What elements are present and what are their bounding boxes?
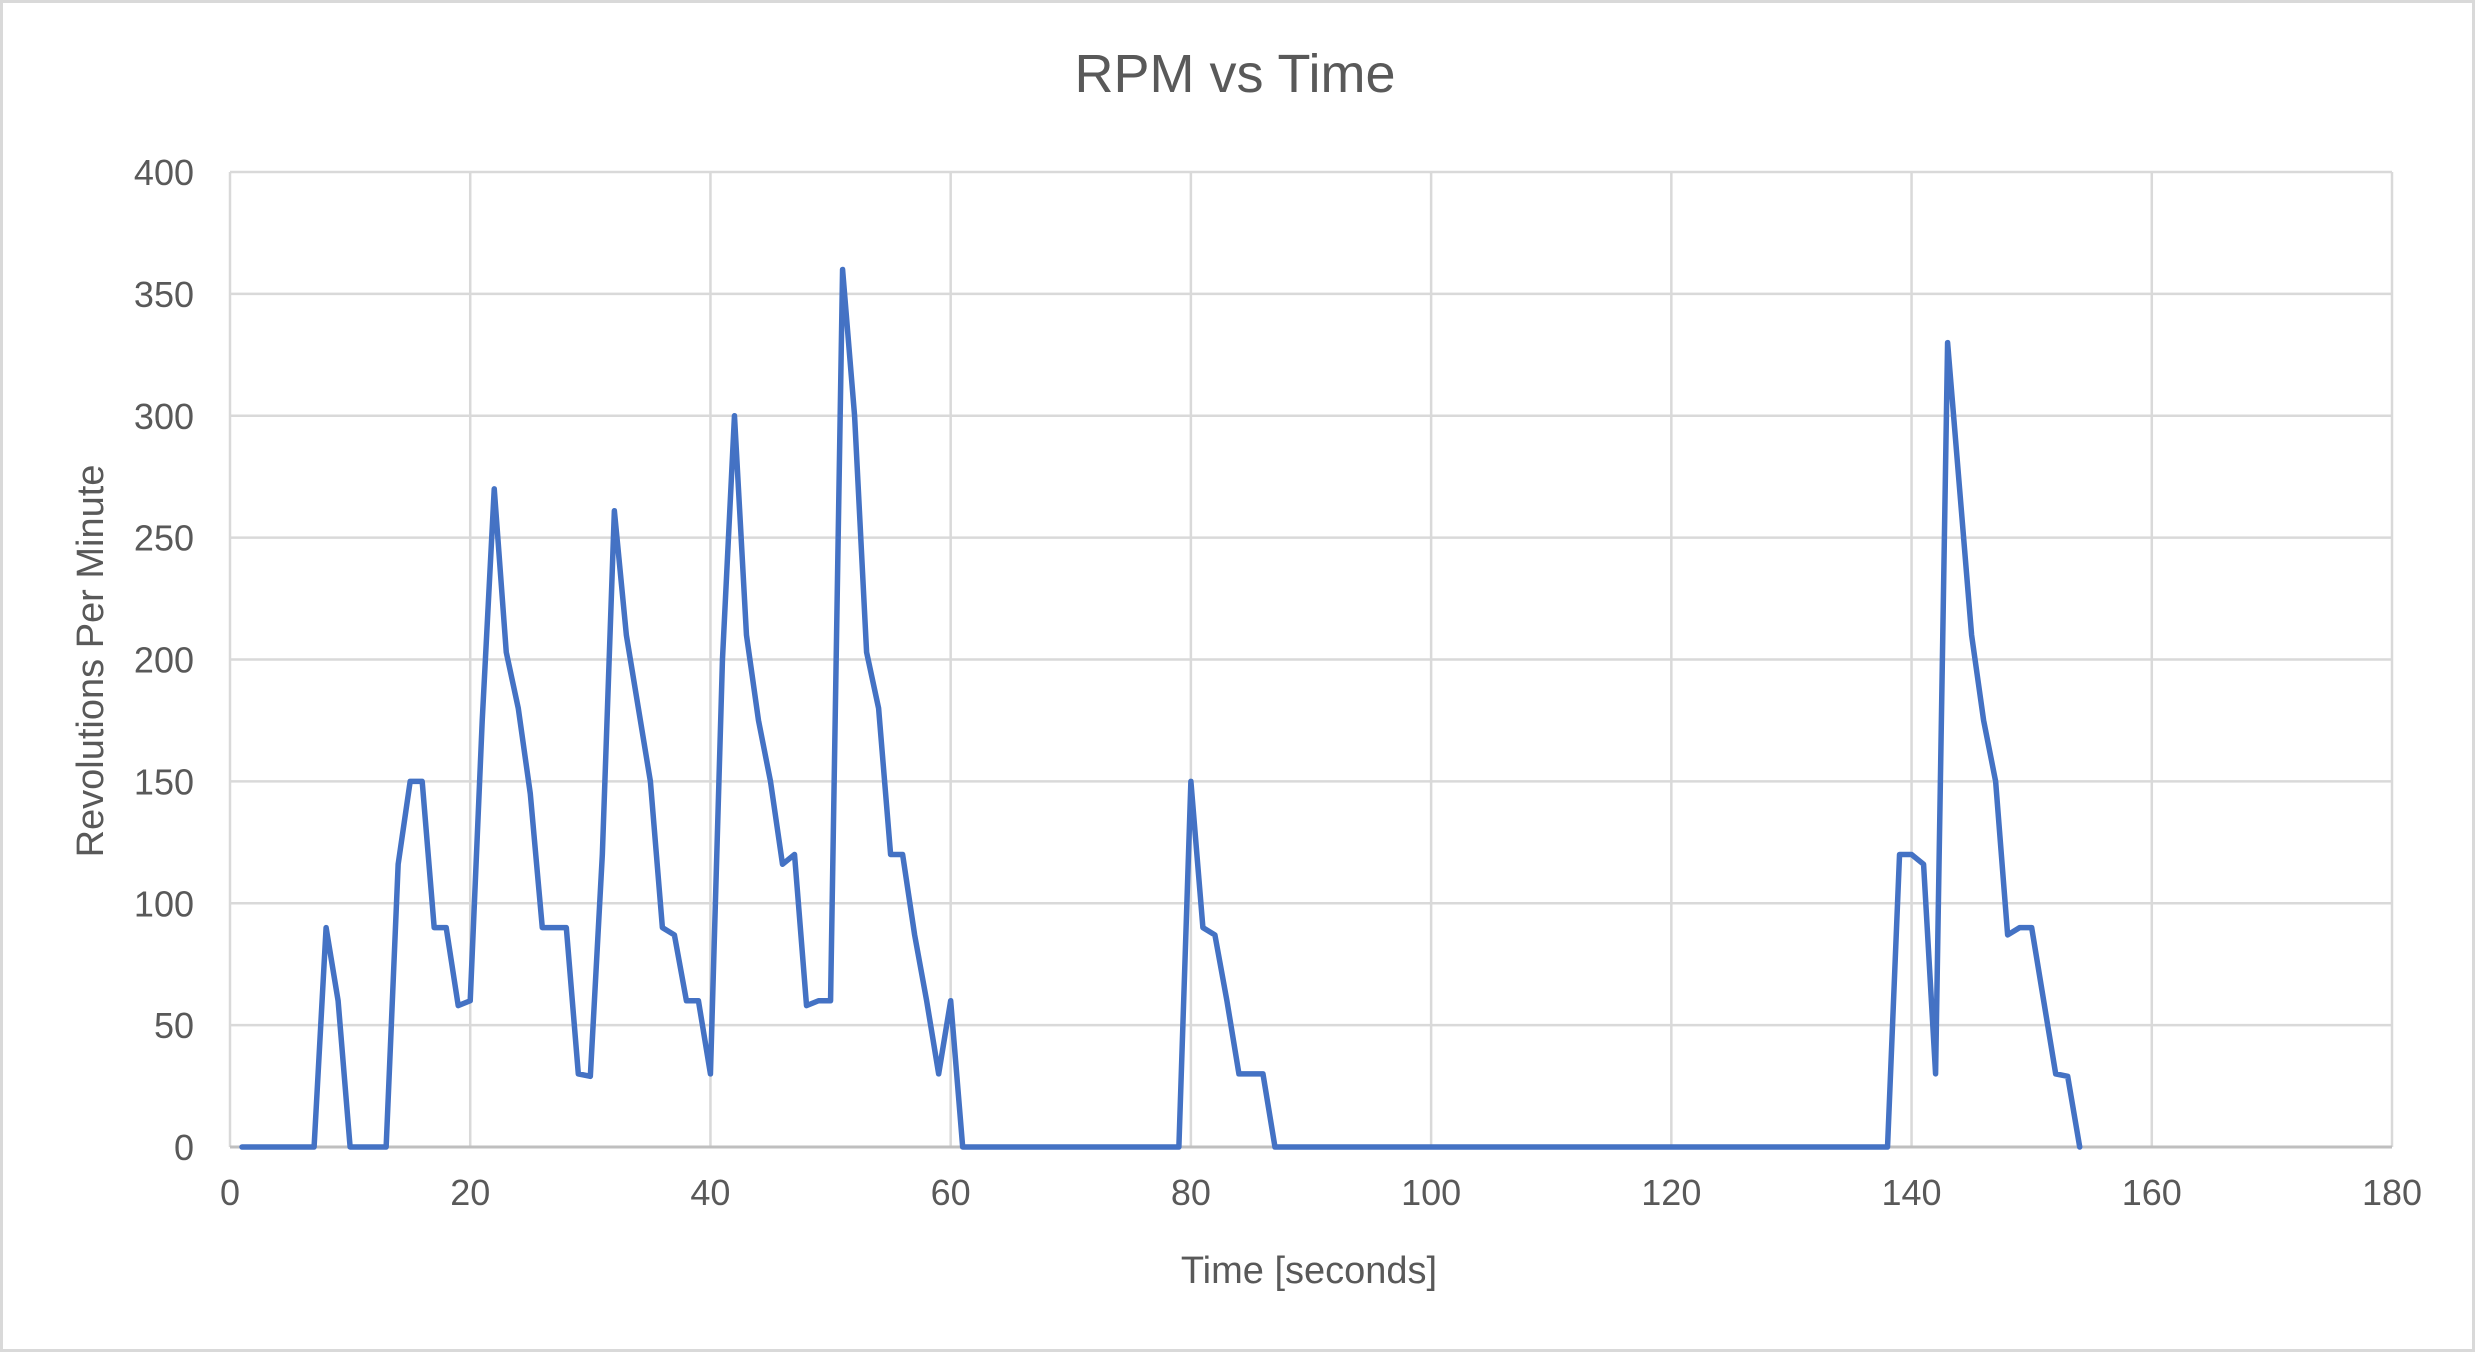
- x-tick-label: 140: [1882, 1172, 1942, 1213]
- x-tick-label: 160: [2122, 1172, 2182, 1213]
- x-axis-label: Time [seconds]: [1181, 1250, 1437, 1292]
- x-tick-label: 20: [450, 1172, 490, 1213]
- x-tick-label: 100: [1401, 1172, 1461, 1213]
- y-tick-label: 400: [134, 152, 194, 193]
- chart-title: RPM vs Time: [1074, 44, 1395, 104]
- y-tick-label: 0: [174, 1127, 194, 1168]
- y-tick-label: 50: [154, 1005, 194, 1046]
- x-tick-label: 40: [690, 1172, 730, 1213]
- y-tick-label: 100: [134, 883, 194, 924]
- y-tick-label: 250: [134, 518, 194, 559]
- x-tick-label: 0: [220, 1172, 240, 1213]
- series-line: [239, 266, 2083, 1150]
- tick-labels: 0 50 100 150 200 250 300 350 400 0 20 40 60 80 100 120 1…: [134, 152, 2422, 1213]
- x-tick-label: 180: [2362, 1172, 2422, 1213]
- x-tick-label: 60: [931, 1172, 971, 1213]
- series-layer: [239, 266, 2083, 1150]
- y-tick-label: 300: [134, 396, 194, 437]
- y-tick-label: 150: [134, 761, 194, 802]
- y-tick-label: 200: [134, 640, 194, 681]
- x-tick-label: 80: [1171, 1172, 1211, 1213]
- x-tick-label: 120: [1641, 1172, 1701, 1213]
- y-axis-label: Revolutions Per Minute: [70, 465, 112, 858]
- y-tick-label: 350: [134, 274, 194, 315]
